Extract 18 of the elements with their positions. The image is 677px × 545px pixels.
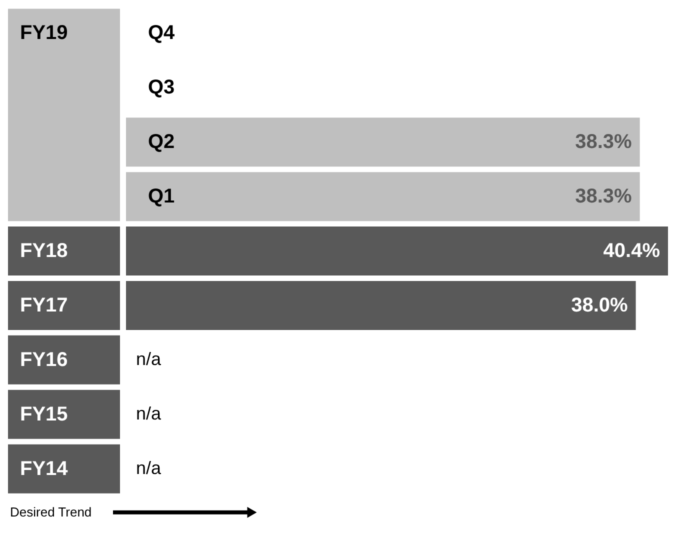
y-tick-label: FY16 — [20, 348, 68, 371]
text: n/a — [136, 348, 162, 369]
data-label: 38.3% — [575, 131, 632, 154]
text: n/a — [136, 403, 162, 424]
y-tick-label: Q1 — [148, 186, 175, 208]
y-tick-label: FY15 — [20, 403, 68, 426]
text: Desired Trend — [10, 504, 92, 520]
y-tick-label: Q4 — [148, 22, 176, 44]
data-label: 40.4% — [603, 240, 660, 262]
y-tick-label: FY14 — [20, 458, 69, 480]
y-tick-label: Q2 — [148, 131, 175, 154]
y-tick-label: Q3 — [148, 76, 175, 99]
y-tick-label: FY18 — [20, 240, 68, 262]
text: n/a — [136, 458, 162, 478]
text: FY19 — [20, 22, 68, 44]
y-tick-label: FY17 — [20, 294, 68, 316]
data-label: 38.3% — [575, 186, 632, 208]
data-label: 38.0% — [571, 294, 628, 316]
